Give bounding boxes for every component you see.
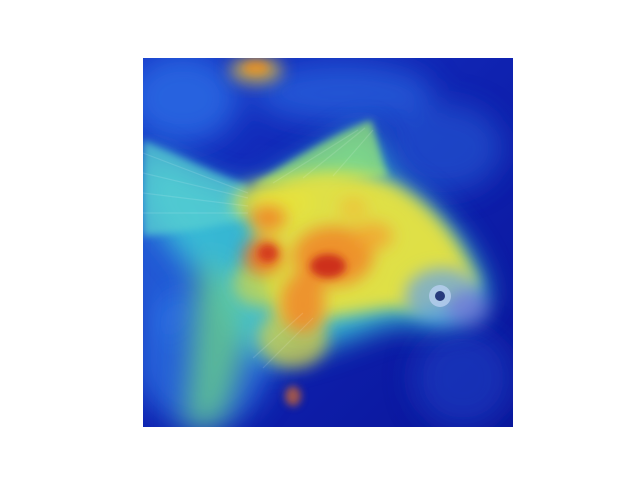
top-spot xyxy=(230,58,282,84)
tail-fin xyxy=(143,140,248,236)
dorsal-fin xyxy=(253,120,388,187)
cool-regions xyxy=(143,58,513,427)
fish-eye xyxy=(429,285,451,307)
peak-zones xyxy=(244,62,346,406)
fin-rays xyxy=(143,127,374,369)
heatmap-image xyxy=(143,58,513,427)
heatmap-svg xyxy=(143,58,513,427)
